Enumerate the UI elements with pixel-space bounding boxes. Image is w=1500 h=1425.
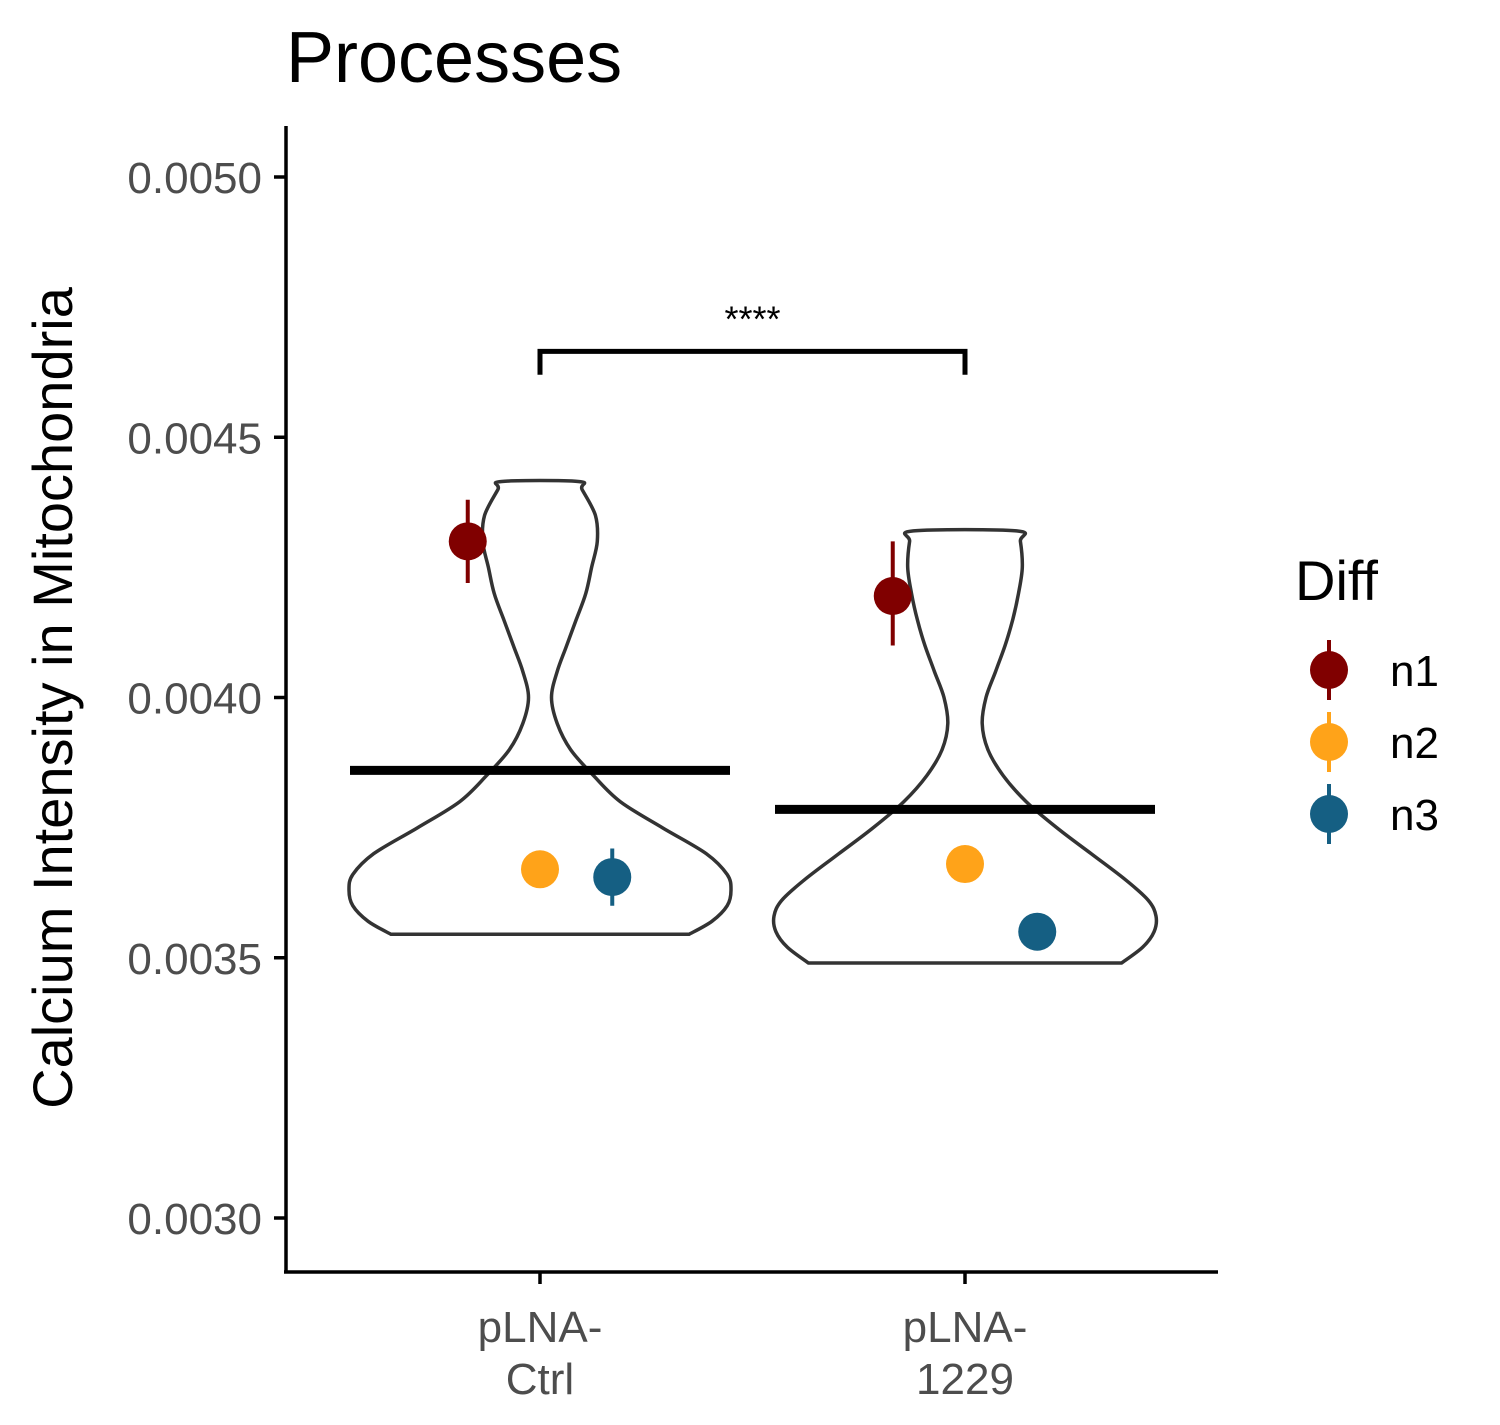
legend-key-n2 (1310, 723, 1348, 761)
violin-1 (771, 527, 1159, 965)
violin-0 (347, 478, 733, 937)
data-points (448, 499, 1057, 951)
y-tick-label-0.0035: 0.0035 (127, 935, 262, 984)
x-tick-label-0-0: pLNA- (478, 1303, 603, 1352)
point-n3-0 (593, 858, 632, 897)
significance-label: **** (724, 298, 780, 339)
y-tick-label-0.0040: 0.0040 (127, 675, 262, 724)
chart-title: Processes (286, 18, 622, 98)
point-n1-1 (873, 577, 912, 616)
y-axis-label: Calcium Intensity in Mitochondria (21, 286, 84, 1109)
y-tick-label-0.0045: 0.0045 (127, 414, 262, 463)
significance-bracket: **** (537, 298, 968, 375)
x-tick-label-1-1: 1229 (916, 1355, 1014, 1404)
legend-label-n2: n2 (1390, 719, 1439, 768)
point-n1-0 (448, 522, 487, 561)
mean-lines (350, 765, 1155, 814)
point-n2-0 (521, 850, 559, 889)
legend-label-n3: n3 (1390, 791, 1439, 840)
legend-key-n3 (1310, 795, 1348, 833)
legend-key-n1 (1310, 651, 1348, 689)
y-tick-label-0.0050: 0.0050 (127, 154, 262, 203)
legend: Diff n1 n2 n3 (1295, 549, 1439, 844)
legend-title: Diff (1295, 549, 1378, 612)
x-tick-label-0-1: Ctrl (506, 1355, 574, 1404)
y-ticks: 0.0030 0.0035 0.0040 0.0045 0.0050 (127, 154, 286, 1244)
y-tick-label-0.0030: 0.0030 (127, 1195, 262, 1244)
point-n3-1 (1018, 912, 1057, 951)
significance-line (537, 348, 968, 375)
point-n2-1 (946, 845, 984, 884)
violins (347, 478, 1159, 965)
x-tick-label-1-0: pLNA- (903, 1303, 1028, 1352)
legend-label-n1: n1 (1390, 647, 1439, 696)
